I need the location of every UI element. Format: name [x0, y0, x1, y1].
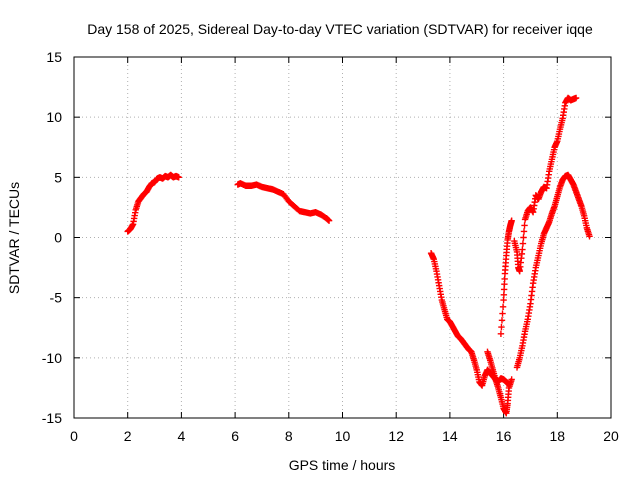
- series-arc5: [497, 217, 515, 337]
- data-point: [519, 246, 526, 253]
- axis-ticks: 0 2 4 6 8 10 12 14 16 18 20 -15 -10 -5 0 5 10 15: [42, 49, 619, 444]
- data-point: [508, 217, 515, 224]
- series-arc3: [427, 249, 513, 389]
- x-tick-label: 0: [70, 428, 78, 444]
- data-point: [519, 240, 527, 247]
- x-tick-label: 6: [231, 428, 239, 444]
- x-tick-label: 4: [178, 428, 186, 444]
- data-point: [498, 323, 505, 331]
- x-tick-label: 12: [388, 428, 404, 444]
- series-arc6: [511, 94, 580, 275]
- x-tick-label: 14: [442, 428, 458, 444]
- data-point: [508, 376, 515, 383]
- y-tick-label: -15: [42, 410, 62, 426]
- x-tick-label: 10: [335, 428, 351, 444]
- data-point: [520, 228, 528, 235]
- y-tick-label: -5: [50, 290, 63, 306]
- x-tick-label: 20: [603, 428, 619, 444]
- data-point: [520, 234, 527, 241]
- y-tick-label: 15: [46, 49, 62, 65]
- data-point: [586, 233, 593, 240]
- data-point: [499, 310, 506, 317]
- data-point: [498, 317, 506, 324]
- data-point: [572, 94, 580, 102]
- y-tick-label: 0: [54, 230, 62, 246]
- series-arc1: [124, 171, 182, 235]
- y-tick-label: 10: [46, 109, 62, 125]
- x-tick-label: 16: [496, 428, 512, 444]
- y-tick-label: -10: [42, 350, 62, 366]
- data-points: [124, 94, 593, 417]
- x-tick-label: 8: [285, 428, 293, 444]
- series-arc7: [513, 171, 593, 371]
- data-point: [325, 217, 333, 224]
- data-point: [499, 303, 507, 311]
- y-axis-label: SDTVAR / TECUs: [6, 182, 22, 294]
- series-arc4: [484, 348, 515, 417]
- x-tick-label: 2: [124, 428, 132, 444]
- x-tick-label: 18: [550, 428, 566, 444]
- grid-lines: [74, 57, 611, 418]
- data-point: [497, 330, 505, 337]
- y-tick-label: 5: [54, 169, 62, 185]
- data-point: [521, 222, 528, 229]
- chart-title: Day 158 of 2025, Sidereal Day-to-day VTE…: [87, 21, 593, 37]
- x-axis-label: GPS time / hours: [289, 457, 396, 473]
- data-point: [175, 174, 182, 181]
- series-arc2: [234, 180, 333, 224]
